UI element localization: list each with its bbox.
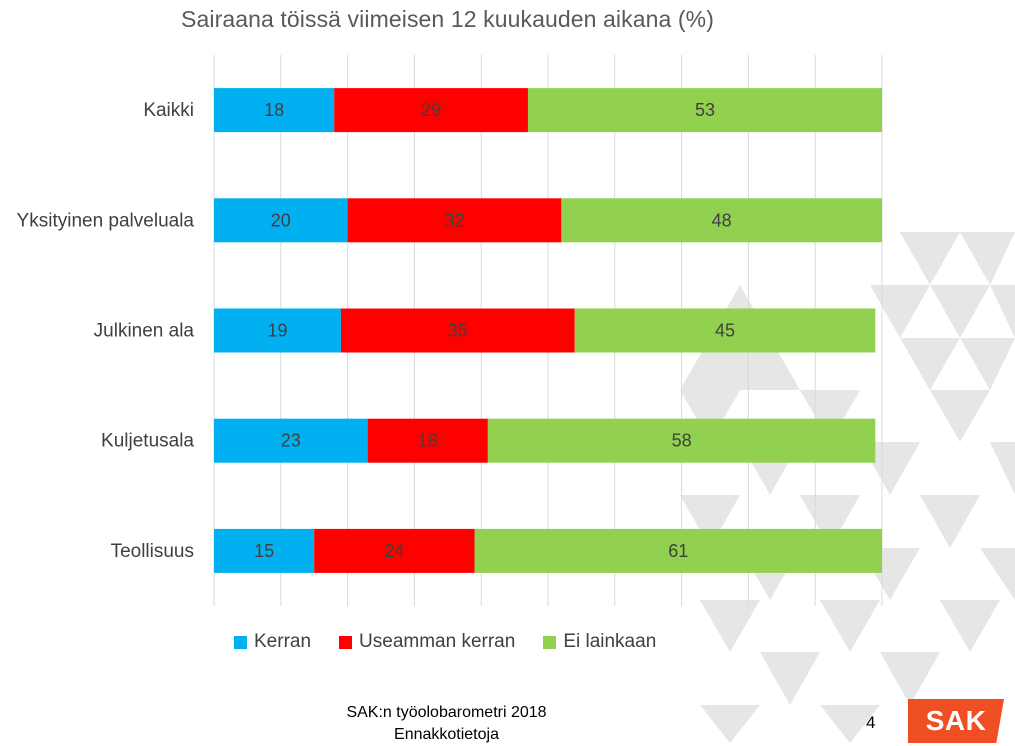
chart-title: Sairaana töissä viimeisen 12 kuukauden a… bbox=[181, 6, 714, 32]
background-triangle bbox=[990, 442, 1015, 495]
data-label: 18 bbox=[418, 431, 438, 451]
footer-source-line2: Ennakkotietoja bbox=[394, 726, 499, 743]
legend-swatch-kerran bbox=[234, 635, 247, 649]
background-triangle bbox=[930, 285, 990, 338]
legend-item-useamman-kerran: Useamman kerran bbox=[339, 631, 515, 653]
background-triangle bbox=[920, 495, 980, 548]
bar-segment bbox=[561, 198, 882, 243]
data-label: 61 bbox=[668, 541, 688, 561]
data-label: 20 bbox=[271, 210, 291, 230]
bar-segment bbox=[574, 308, 876, 353]
legend-swatch-useamman-kerran bbox=[339, 635, 353, 649]
data-label: 48 bbox=[712, 210, 732, 230]
background-triangle bbox=[760, 652, 820, 705]
bar-segment bbox=[214, 418, 368, 463]
data-label: 45 bbox=[715, 321, 735, 341]
data-label: 18 bbox=[264, 100, 284, 120]
category-label: Yksityinen palveluala bbox=[17, 210, 195, 231]
data-label: 15 bbox=[254, 541, 274, 561]
background-triangle bbox=[900, 232, 960, 285]
bar-segment bbox=[214, 198, 348, 243]
background-triangle bbox=[820, 705, 880, 743]
data-label: 35 bbox=[448, 321, 468, 341]
bar-segment bbox=[367, 418, 488, 463]
bar-segment bbox=[334, 88, 528, 133]
footer-source-line1: SAK:n työolobarometri 2018 bbox=[346, 704, 547, 721]
category-label: Kuljetusala bbox=[101, 431, 194, 452]
data-label: 24 bbox=[384, 541, 404, 561]
category-label: Kaikki bbox=[143, 100, 194, 121]
page-number: 4 bbox=[866, 713, 876, 732]
background-triangle bbox=[930, 390, 990, 442]
data-label: 53 bbox=[695, 100, 715, 120]
category-label: Teollisuus bbox=[111, 541, 194, 562]
background-triangle bbox=[940, 600, 1000, 652]
legend-swatch-ei-lainkaan bbox=[543, 635, 557, 649]
chart-legend: Kerran Useamman kerran Ei lainkaan bbox=[234, 631, 684, 653]
background-triangle bbox=[680, 495, 740, 548]
bar-segment bbox=[527, 88, 882, 133]
background-triangle bbox=[870, 285, 930, 338]
background-triangle bbox=[700, 705, 760, 743]
bar-segment bbox=[214, 88, 335, 133]
background-triangle bbox=[680, 390, 740, 442]
bar-segment bbox=[340, 308, 575, 353]
footer-source: SAK:n työolobarometri 2018 Ennakkotietoj… bbox=[300, 702, 593, 746]
background-triangle bbox=[960, 338, 1015, 390]
legend-item-ei-lainkaan: Ei lainkaan bbox=[543, 631, 656, 653]
bar-segment bbox=[214, 528, 315, 573]
legend-label-useamman-kerran: Useamman kerran bbox=[359, 631, 516, 652]
background-triangle bbox=[980, 548, 1015, 600]
bar-segment bbox=[214, 308, 341, 353]
legend-label-ei-lainkaan: Ei lainkaan bbox=[563, 631, 657, 652]
data-label: 32 bbox=[444, 210, 464, 230]
data-label: 19 bbox=[267, 321, 287, 341]
data-label: 29 bbox=[421, 100, 441, 120]
legend-label-kerran: Kerran bbox=[254, 631, 312, 652]
bar-segment bbox=[347, 198, 562, 243]
data-label: 23 bbox=[281, 431, 301, 451]
background-triangle bbox=[900, 338, 960, 390]
background-triangle bbox=[880, 652, 940, 705]
background-triangle bbox=[700, 600, 760, 652]
bar-segment bbox=[487, 418, 876, 463]
sak-logo: SAK bbox=[908, 699, 1004, 743]
background-triangle bbox=[820, 600, 880, 652]
data-label: 58 bbox=[672, 431, 692, 451]
background-triangle bbox=[990, 285, 1015, 338]
bar-segment bbox=[474, 528, 882, 573]
bar-segment bbox=[314, 528, 475, 573]
background-triangle bbox=[960, 232, 1015, 285]
legend-item-kerran: Kerran bbox=[234, 631, 311, 653]
category-label: Julkinen ala bbox=[94, 321, 195, 342]
